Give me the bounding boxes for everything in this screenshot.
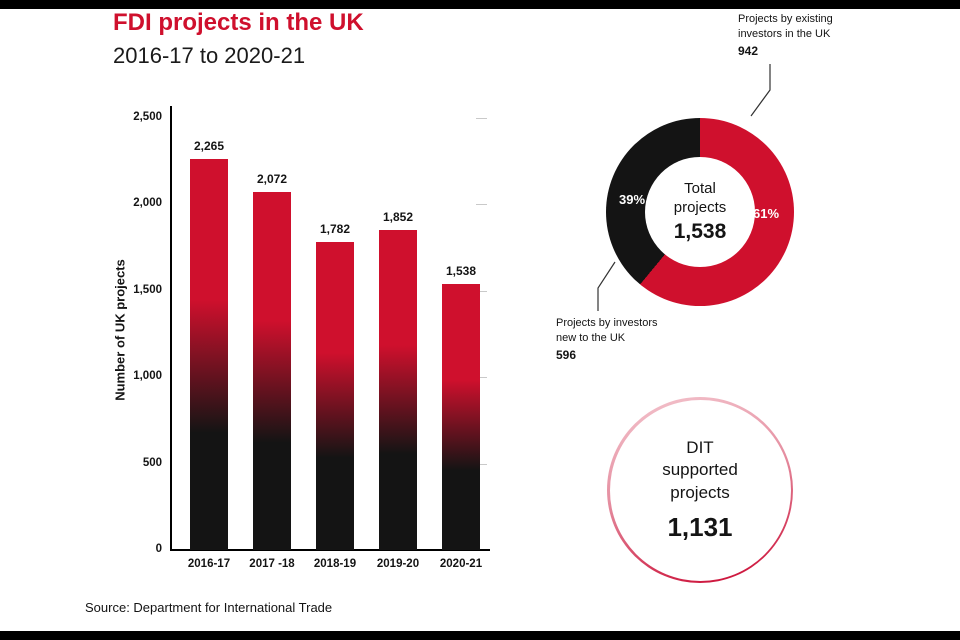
x-axis-category-label: 2016-17 [187,558,231,570]
callout-new-value: 596 [556,347,577,362]
callout-existing-investors: Projects by existing investors in the UK… [738,12,856,59]
bar-2020-21 [442,284,480,550]
bar-2017-18 [253,192,291,550]
bar-value-label: 1,852 [382,210,414,224]
y-axis-tick-label: 500 [142,456,162,469]
right-tick-mark [476,118,487,119]
bar-2016-17 [190,159,228,550]
bar-value-label: 1,782 [319,222,351,236]
source-note: Source: Department for International Tra… [85,600,333,615]
right-tick-mark [476,290,487,292]
bar-plot: 2,265 2016-17 2,072 2017 -18 1,782 2018-19 1,8… [170,118,490,570]
y-axis-tick-label: 2,500 [133,111,162,123]
y-axis-line [170,106,172,550]
top-border-strip [0,0,960,9]
right-tick-marks [476,118,490,550]
donut-pct-existing-investors: 61% [752,206,780,221]
x-axis-category-label: 2019-20 [376,558,420,570]
callout-existing-label: Projects by existing investors in the UK [738,13,833,40]
dit-circle-inner: DIT supported projects 1,131 [609,399,791,581]
bar-value-label: 2,072 [256,172,288,186]
dit-circle-value: 1,131 [667,511,733,542]
x-axis-category-label: 2020-21 [439,558,483,570]
x-axis-line [170,549,490,551]
dit-supported-circle: DIT supported projects 1,131 [607,397,793,583]
connector-new-line [597,261,616,311]
callout-new-label: Projects by investors new to the UK [556,317,658,344]
donut-pct-new-investors: 39% [618,192,646,207]
y-axis-tick-label: 1,000 [133,370,162,383]
donut-center-label: Total projects [673,180,727,216]
right-tick-mark [476,463,487,465]
y-axis-tick-label: 0 [155,543,162,555]
callout-existing-value: 942 [738,43,759,58]
bar-2019-20 [379,230,417,550]
page-subtitle: 2016-17 to 2020-21 [113,43,306,68]
donut-center-value: 1,538 [673,219,727,243]
y-axis-ticks: 0 500 1,000 1,500 2,000 2,500 [108,111,162,555]
bar-value-label: 2,265 [193,139,225,153]
bottom-border-strip [0,631,960,640]
right-tick-mark [476,377,487,379]
callout-new-investors: Projects by investors new to the UK 596 [556,316,666,363]
bar-value-label: 1,538 [445,264,477,278]
y-axis-tick-label: 2,000 [133,197,162,210]
page-title: FDI projects in the UK [113,9,364,36]
connector-existing-line [750,64,771,117]
y-axis-tick-label: 1,500 [133,283,162,296]
right-tick-mark [476,204,487,206]
dit-circle-label: DIT supported projects [662,438,738,502]
x-axis-category-label: 2017 -18 [249,558,295,570]
donut-ring: 39% 61% Total projects 1,538 [606,118,794,306]
x-axis-category-label: 2018-19 [313,558,357,570]
donut-center: Total projects 1,538 [645,157,755,267]
bar-2018-19 [316,242,354,550]
